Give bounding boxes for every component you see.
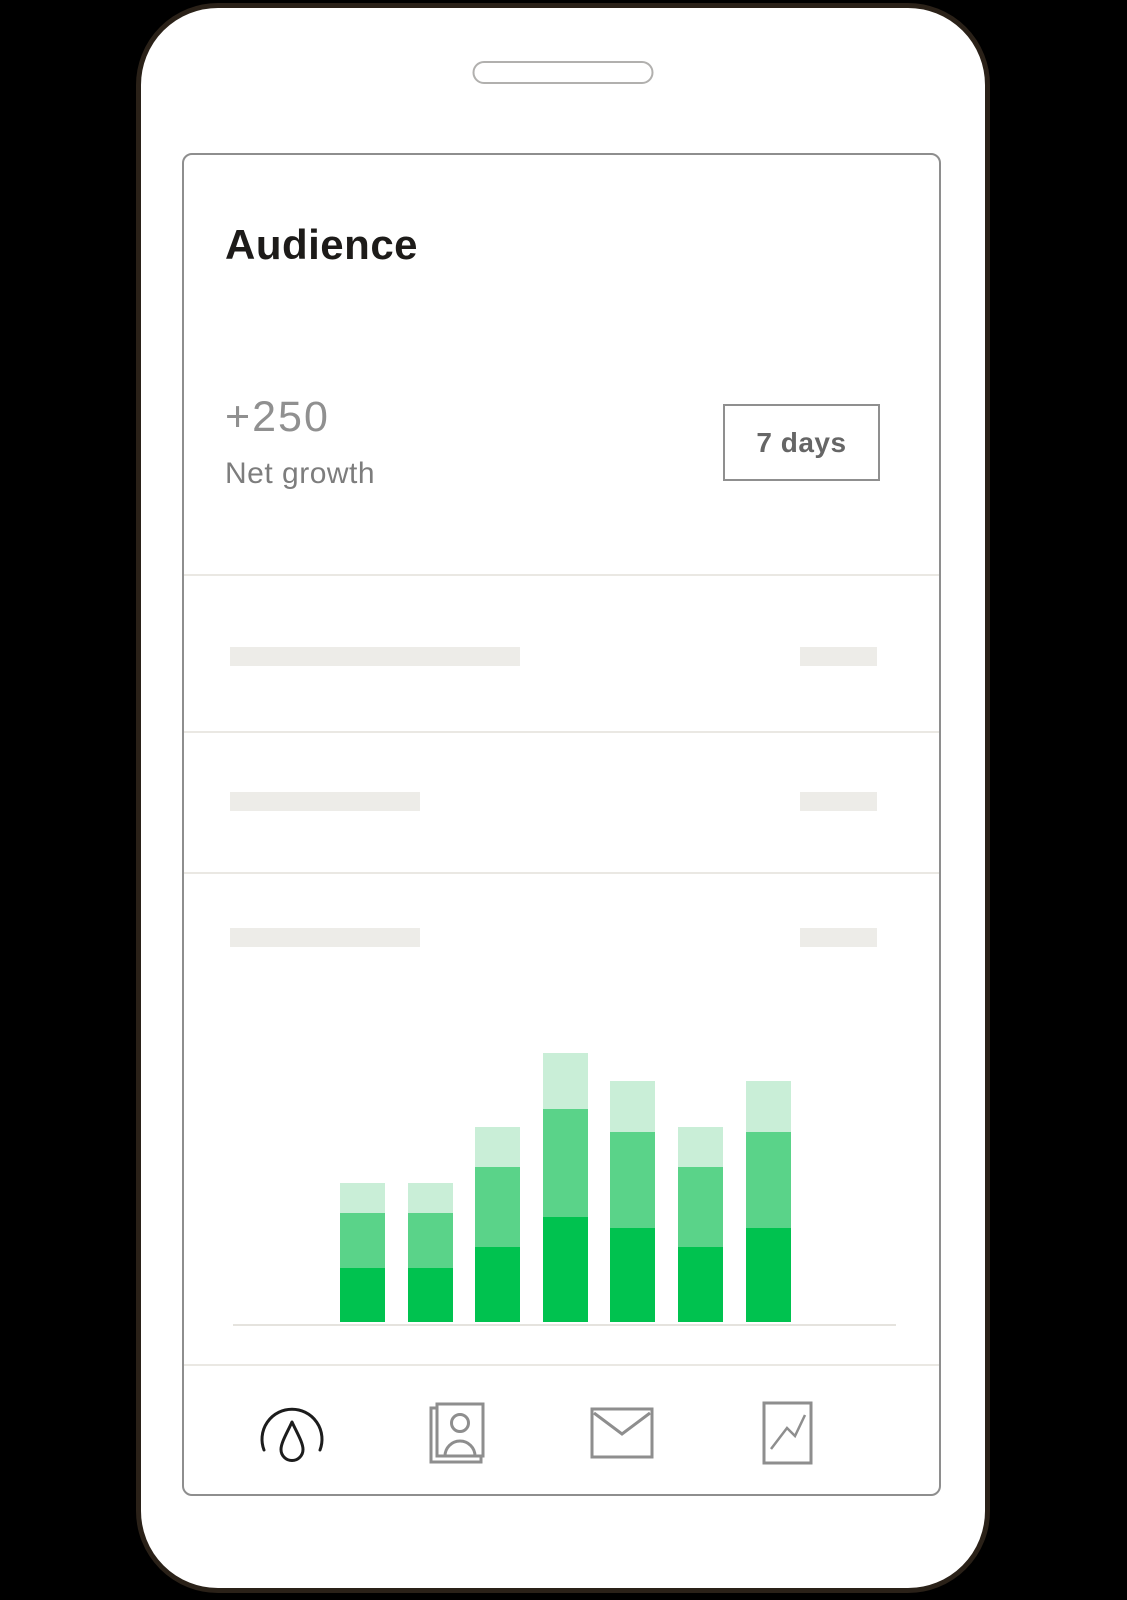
date-range-button[interactable]: 7 days xyxy=(723,404,880,481)
chart-segment-middle-medium-green xyxy=(543,1109,588,1217)
chart-segment-bottom-dark-green xyxy=(475,1247,520,1322)
skeleton-text-bar xyxy=(230,928,420,947)
nav-item-reports[interactable] xyxy=(749,1398,825,1468)
skeleton-text-bar xyxy=(230,792,420,811)
chart-bar-7 xyxy=(746,1081,791,1322)
chart-segment-bottom-dark-green xyxy=(678,1247,723,1322)
chart-bar-5 xyxy=(610,1081,655,1322)
chart-baseline xyxy=(233,1324,896,1326)
chart-segment-top-light-green xyxy=(610,1081,655,1132)
chart-segment-top-light-green xyxy=(543,1053,588,1109)
chart-bar-6 xyxy=(678,1127,723,1322)
bottom-nav xyxy=(184,1364,939,1494)
chart-segment-bottom-dark-green xyxy=(610,1228,655,1322)
chart-segment-top-light-green xyxy=(340,1183,385,1213)
audience-card: Audience +250 Net growth 7 days xyxy=(182,153,941,1496)
list-row-1 xyxy=(184,574,939,731)
chart-bar-4 xyxy=(543,1053,588,1322)
chart-segment-top-light-green xyxy=(408,1183,453,1213)
skeleton-text-bar xyxy=(230,647,520,666)
chart-segment-top-light-green xyxy=(746,1081,791,1132)
gauge-droplet-icon xyxy=(260,1407,324,1462)
net-growth-label: Net growth xyxy=(225,457,376,490)
phone-frame: Audience +250 Net growth 7 days xyxy=(136,3,990,1593)
chart-segment-bottom-dark-green xyxy=(746,1228,791,1322)
chart-segment-middle-medium-green xyxy=(610,1132,655,1228)
line-chart-icon xyxy=(762,1401,813,1465)
list-row-2 xyxy=(184,731,939,872)
chart-segment-middle-medium-green xyxy=(746,1132,791,1228)
chart-bar-1 xyxy=(340,1183,385,1322)
skeleton-value-bar xyxy=(800,647,877,666)
chart-segment-middle-medium-green xyxy=(475,1167,520,1247)
contact-card-icon xyxy=(429,1402,485,1464)
page-title: Audience xyxy=(225,221,419,268)
chart-segment-bottom-dark-green xyxy=(408,1268,453,1322)
chart-bar-3 xyxy=(475,1127,520,1322)
nav-item-campaigns[interactable] xyxy=(584,1398,660,1468)
chart-segment-bottom-dark-green xyxy=(340,1268,385,1322)
net-growth-value: +250 xyxy=(225,393,330,441)
chart-segment-middle-medium-green xyxy=(340,1213,385,1268)
skeleton-value-bar xyxy=(800,792,877,811)
chart-section xyxy=(184,872,939,1364)
chart-segment-top-light-green xyxy=(475,1127,520,1167)
chart-segment-bottom-dark-green xyxy=(543,1217,588,1322)
envelope-icon xyxy=(590,1407,654,1459)
chart-segment-middle-medium-green xyxy=(678,1167,723,1247)
nav-item-dashboard[interactable] xyxy=(254,1398,330,1468)
header-section: Audience +250 Net growth 7 days xyxy=(184,155,939,574)
nav-item-contacts[interactable] xyxy=(419,1398,495,1468)
chart-bar-2 xyxy=(408,1183,453,1322)
skeleton-value-bar xyxy=(800,928,877,947)
speaker-slot xyxy=(472,61,654,84)
chart-segment-middle-medium-green xyxy=(408,1213,453,1268)
chart-segment-top-light-green xyxy=(678,1127,723,1167)
